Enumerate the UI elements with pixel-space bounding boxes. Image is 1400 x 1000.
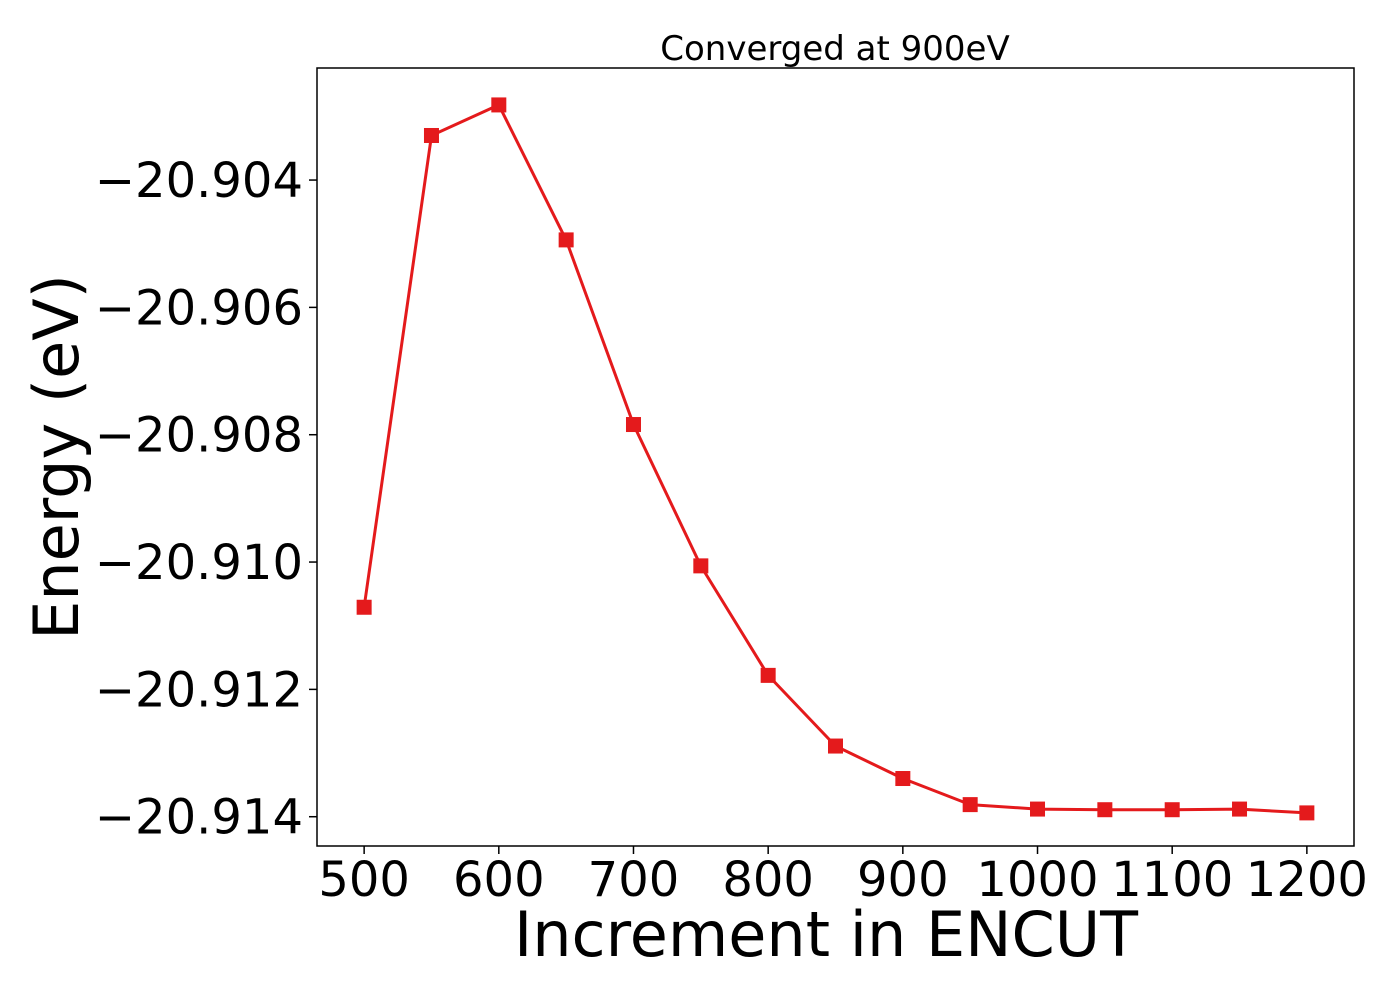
x-tick-label: 800 xyxy=(722,852,814,908)
chart-title: Converged at 900eV xyxy=(660,29,1009,69)
data-point-marker xyxy=(693,558,709,574)
y-tick-label: −20.908 xyxy=(95,408,303,464)
data-point-marker xyxy=(1030,801,1046,817)
y-tick-label: −20.904 xyxy=(95,153,303,209)
y-tick-label: −20.914 xyxy=(95,790,303,846)
data-point-marker xyxy=(760,667,776,683)
x-tick-label: 1100 xyxy=(1111,852,1233,908)
x-tick-label: 1000 xyxy=(976,852,1098,908)
data-point-marker xyxy=(1232,801,1248,817)
y-tick-label: −20.906 xyxy=(95,280,303,336)
series-line xyxy=(362,103,1307,815)
data-point-marker xyxy=(1164,802,1180,818)
data-point-marker xyxy=(558,232,574,248)
series-markers xyxy=(356,97,1315,821)
data-point-marker xyxy=(1299,805,1315,821)
x-tick-label: 1200 xyxy=(1246,852,1368,908)
y-axis-label: Energy (eV) xyxy=(20,274,93,640)
data-point-marker xyxy=(1097,802,1113,818)
x-tick-label: 900 xyxy=(857,852,949,908)
plot-area-frame xyxy=(316,67,1355,847)
y-tick-label: −20.912 xyxy=(95,662,303,718)
data-point-marker xyxy=(962,797,978,813)
data-point-marker xyxy=(356,599,372,615)
y-axis: −20.904 −20.906 −20.908 −20.910 −20.912 −20.9… xyxy=(95,153,317,846)
x-axis-label: Increment in ENCUT xyxy=(514,898,1139,971)
data-point-marker xyxy=(625,417,641,433)
data-point-marker xyxy=(491,97,507,113)
x-tick-label: 700 xyxy=(588,852,680,908)
x-tick-label: 500 xyxy=(318,852,410,908)
data-point-marker xyxy=(895,771,911,787)
x-tick-label: 600 xyxy=(453,852,545,908)
data-point-marker xyxy=(423,127,439,143)
y-tick-label: −20.910 xyxy=(95,535,303,591)
data-point-marker xyxy=(828,738,843,754)
x-axis: 500 600 700 800 900 1000 1100 1200 xyxy=(318,846,1368,908)
